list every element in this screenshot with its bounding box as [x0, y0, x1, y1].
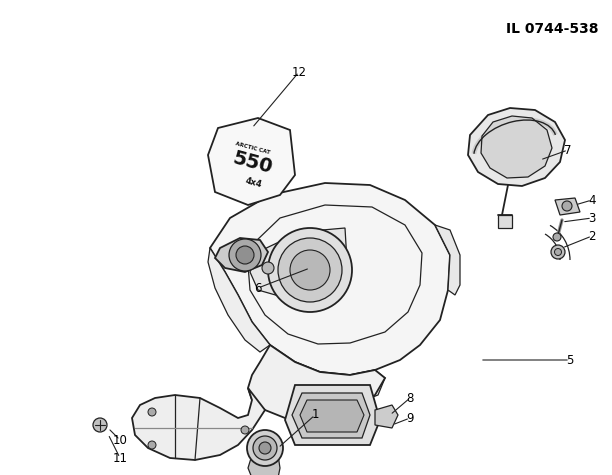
Polygon shape — [300, 400, 364, 432]
Polygon shape — [498, 215, 512, 228]
Polygon shape — [555, 198, 580, 215]
Polygon shape — [435, 225, 460, 295]
Circle shape — [553, 233, 561, 241]
Text: ARCTIC CAT: ARCTIC CAT — [235, 141, 271, 155]
Text: 8: 8 — [406, 391, 414, 405]
Circle shape — [259, 442, 271, 454]
Polygon shape — [210, 183, 450, 375]
Text: 10: 10 — [113, 434, 127, 446]
Circle shape — [229, 239, 261, 271]
Polygon shape — [481, 116, 552, 178]
Polygon shape — [250, 228, 348, 302]
Circle shape — [253, 436, 277, 460]
Polygon shape — [375, 405, 398, 428]
Polygon shape — [285, 385, 380, 445]
Circle shape — [262, 262, 274, 274]
Circle shape — [241, 426, 249, 434]
Text: 12: 12 — [291, 66, 307, 78]
Polygon shape — [215, 238, 268, 272]
Text: 6: 6 — [254, 282, 262, 294]
Polygon shape — [208, 248, 270, 352]
Text: 4: 4 — [588, 193, 595, 207]
Circle shape — [247, 430, 283, 466]
Text: 550: 550 — [230, 149, 274, 178]
Text: 9: 9 — [406, 411, 414, 425]
Circle shape — [562, 201, 572, 211]
Circle shape — [148, 408, 156, 416]
Circle shape — [93, 418, 107, 432]
Text: 4x4: 4x4 — [244, 176, 263, 190]
Circle shape — [148, 441, 156, 449]
Polygon shape — [248, 345, 385, 420]
Polygon shape — [292, 393, 370, 438]
Polygon shape — [292, 362, 385, 402]
Circle shape — [278, 238, 342, 302]
Circle shape — [236, 246, 254, 264]
Text: IL 0744-538: IL 0744-538 — [506, 22, 598, 36]
Text: 7: 7 — [564, 143, 572, 156]
Text: 2: 2 — [588, 229, 595, 243]
Text: 5: 5 — [566, 353, 573, 367]
Circle shape — [551, 245, 565, 259]
Text: 11: 11 — [113, 452, 127, 465]
Polygon shape — [468, 108, 565, 186]
Polygon shape — [208, 118, 295, 205]
Polygon shape — [248, 455, 280, 475]
Polygon shape — [132, 388, 265, 460]
Circle shape — [290, 250, 330, 290]
Text: 1: 1 — [312, 408, 319, 421]
Circle shape — [268, 228, 352, 312]
Circle shape — [554, 248, 561, 256]
Text: 3: 3 — [588, 211, 595, 225]
